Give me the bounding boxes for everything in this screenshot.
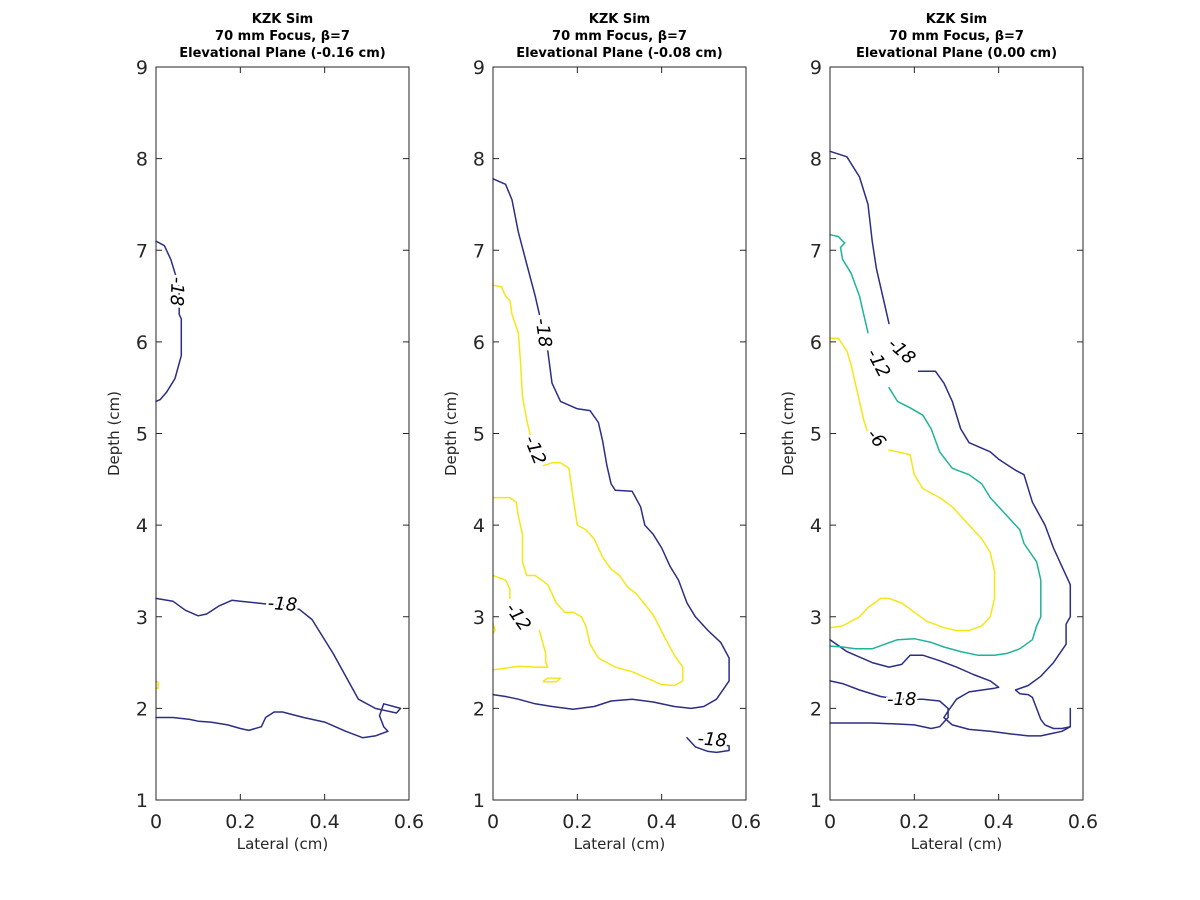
y-tick-label: 6 (810, 332, 822, 354)
y-tick-label: 7 (810, 240, 822, 262)
x-tick-label: 0.6 (731, 811, 761, 833)
x-axis-label: Lateral (cm) (574, 835, 666, 853)
contour-panel-1: -18 -18 0 0.2 0.4 0.6 1 2 3 4 5 6 7 8 9 Lateral (cm) Dep… (105, 12, 424, 853)
x-tick-label: 0.4 (984, 811, 1014, 833)
contour-line-level-m18 (492, 350, 730, 711)
contour-line-level-m12 (492, 622, 496, 634)
y-tick-label: 1 (136, 790, 148, 812)
contour-line-level-m18 (917, 370, 1072, 730)
contour-line-level-m6 (155, 681, 159, 689)
contour-line-level-m6 (829, 337, 869, 435)
chart-title-line-3: Elevational Plane (0.00 cm) (856, 46, 1057, 61)
y-tick-label: 6 (136, 332, 148, 354)
plot-area (830, 67, 1083, 800)
y-tick-label: 8 (136, 149, 148, 171)
contour-label-group: -18 (694, 726, 730, 754)
y-tick-label: 3 (136, 607, 148, 629)
chart-title-line-3: Elevational Plane (-0.08 cm) (516, 46, 723, 61)
y-tick-label: 9 (810, 57, 822, 79)
y-tick-label: 4 (810, 515, 822, 537)
y-tick-label: 2 (136, 698, 148, 720)
plot-area (493, 67, 746, 800)
contour-line-level-m12 (542, 677, 562, 683)
chart-title-line-2: 70 mm Focus, β=7 (552, 29, 687, 44)
x-tick-label: 0 (150, 811, 162, 833)
contour-line-level-m12 (492, 574, 511, 600)
chart-title-line-2: 70 mm Focus, β=7 (215, 29, 350, 44)
contour-line-level-m18 (155, 597, 402, 739)
chart-title-line-3: Elevational Plane (-0.16 cm) (179, 46, 386, 61)
contour-label: -18 (697, 728, 728, 751)
y-tick-label: 1 (810, 790, 822, 812)
contour-line-level-m12 (492, 462, 684, 687)
contour-line-level-m18 (686, 736, 730, 754)
contour-label-group: -18 (528, 314, 558, 351)
chart-title-line-1: KZK Sim (926, 12, 987, 27)
y-tick-label: 5 (473, 424, 485, 446)
y-tick-label: 1 (473, 790, 485, 812)
contour-line-level-m6 (829, 449, 996, 632)
y-tick-label: 4 (473, 515, 485, 537)
x-tick-label: 0.6 (394, 811, 424, 833)
contour-line-level-m12 (829, 233, 869, 334)
contour-label-group: -18 (163, 274, 190, 309)
x-axis-label: Lateral (cm) (237, 835, 329, 853)
contour-line-level-m12 (829, 386, 1042, 656)
y-tick-label: 7 (473, 240, 485, 262)
x-axis-label: Lateral (cm) (911, 835, 1003, 853)
x-tick-label: 0.2 (225, 811, 255, 833)
contour-line-level-m18 (829, 150, 890, 325)
x-tick-label: 0.2 (899, 811, 929, 833)
y-tick-label: 3 (810, 607, 822, 629)
y-tick-label: 2 (810, 698, 822, 720)
contour-label-group: -18 (884, 687, 918, 713)
y-tick-label: 9 (473, 57, 485, 79)
x-tick-label: 0.2 (562, 811, 592, 833)
y-tick-label: 8 (473, 149, 485, 171)
plot-area (156, 67, 409, 800)
contour-line-level-m12 (492, 629, 549, 671)
contour-line-level-m18 (829, 638, 1072, 737)
x-tick-label: 0.4 (647, 811, 677, 833)
x-tick-label: 0.6 (1068, 811, 1098, 833)
x-tick-label: 0.4 (310, 811, 340, 833)
contour-label: -18 (267, 593, 298, 616)
y-tick-label: 9 (136, 57, 148, 79)
y-tick-label: 3 (473, 607, 485, 629)
contour-line-level-m18 (829, 680, 949, 730)
contour-line-level-m12 (492, 284, 532, 439)
chart-title-line-2: 70 mm Focus, β=7 (889, 29, 1024, 44)
chart-title-line-1: KZK Sim (252, 12, 313, 27)
y-tick-label: 7 (136, 240, 148, 262)
contour-label: -18 (887, 689, 916, 710)
contour-line-level-m18 (155, 240, 183, 403)
x-tick-label: 0 (487, 811, 499, 833)
y-tick-label: 8 (810, 149, 822, 171)
y-tick-label: 4 (136, 515, 148, 537)
y-axis-label: Depth (cm) (105, 391, 123, 476)
contour-label-group: -18 (265, 590, 301, 618)
y-tick-label: 5 (810, 424, 822, 446)
y-axis-label: Depth (cm) (779, 391, 797, 476)
contour-label: -18 (531, 317, 556, 349)
y-tick-label: 6 (473, 332, 485, 354)
y-tick-label: 2 (473, 698, 485, 720)
contour-line-level-m18 (492, 178, 541, 316)
y-tick-label: 5 (136, 424, 148, 446)
x-tick-label: 0 (824, 811, 836, 833)
y-axis-label: Depth (cm) (442, 391, 460, 476)
chart-title-line-1: KZK Sim (589, 12, 650, 27)
contour-label: -18 (166, 276, 188, 306)
